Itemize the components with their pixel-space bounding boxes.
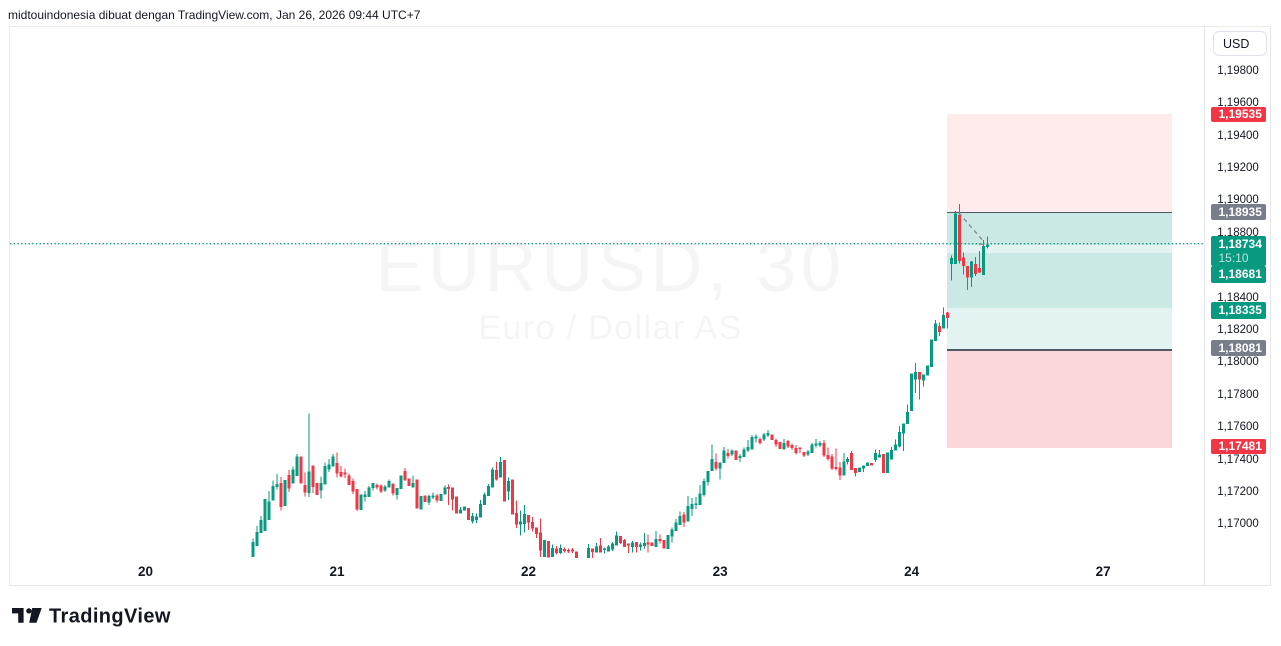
svg-text:TradingView: TradingView [49,606,171,628]
